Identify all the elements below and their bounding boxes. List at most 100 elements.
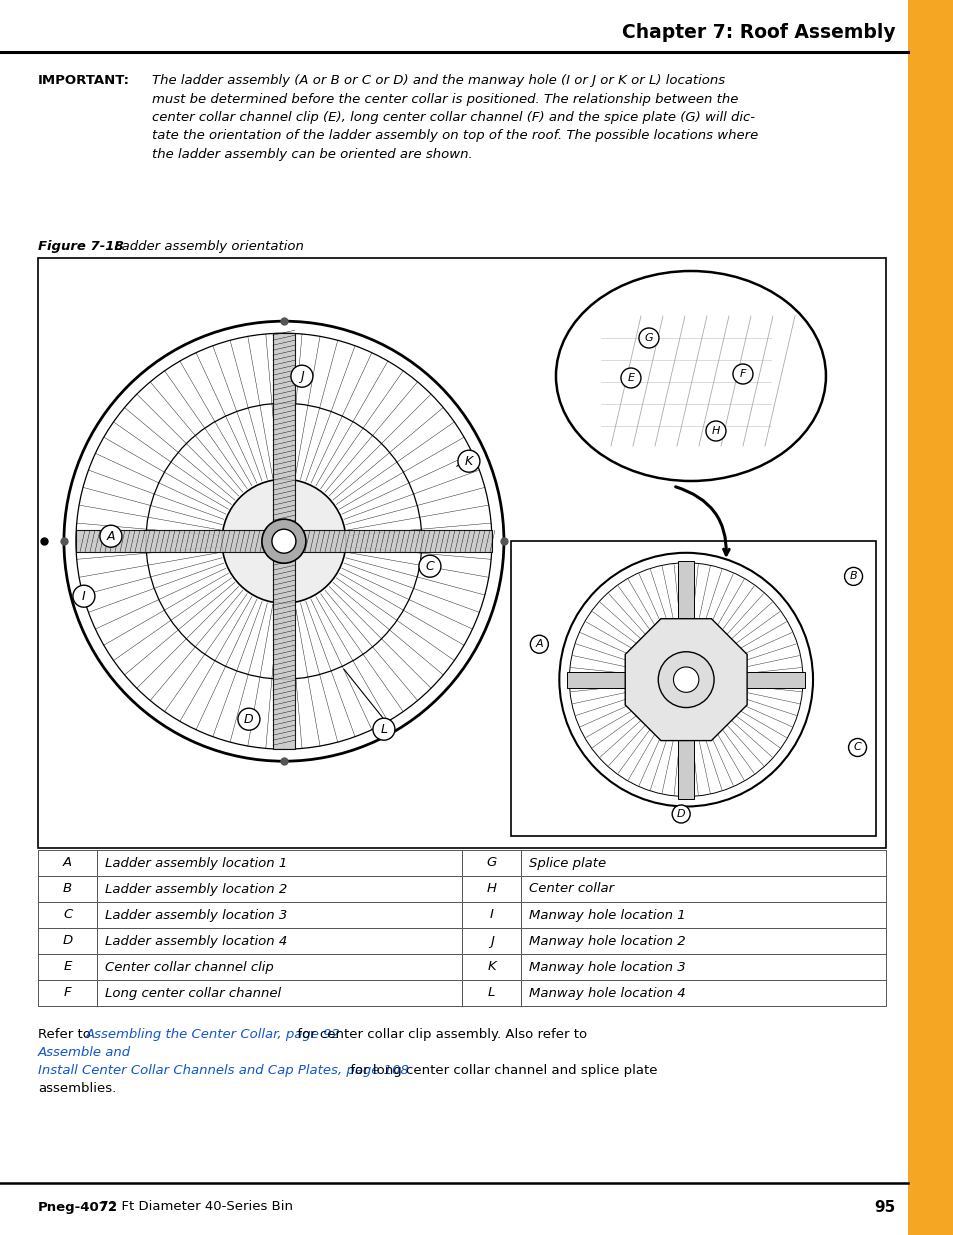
Text: IMPORTANT:: IMPORTANT: <box>38 74 130 86</box>
Text: Manway hole location 2: Manway hole location 2 <box>529 935 685 947</box>
Text: assemblies.: assemblies. <box>38 1082 116 1095</box>
Bar <box>461 850 520 876</box>
Circle shape <box>530 635 548 653</box>
Text: Refer to: Refer to <box>38 1028 95 1041</box>
Text: Ladder assembly location 1: Ladder assembly location 1 <box>105 857 287 869</box>
Circle shape <box>673 667 699 693</box>
Circle shape <box>291 366 313 388</box>
Text: Assemble and: Assemble and <box>38 1046 131 1058</box>
Text: Manway hole location 4: Manway hole location 4 <box>529 987 685 999</box>
Text: H: H <box>486 883 497 895</box>
Circle shape <box>457 451 479 472</box>
Bar <box>97 850 461 876</box>
Circle shape <box>705 421 725 441</box>
Bar <box>97 953 461 981</box>
Text: center collar channel clip (E), long center collar channel (F) and the spice pla: center collar channel clip (E), long cen… <box>152 111 754 124</box>
Text: J: J <box>489 935 493 947</box>
Text: B: B <box>849 572 857 582</box>
Text: The ladder assembly (A or B or C or D) and the manway hole (I or J or K or L) lo: The ladder assembly (A or B or C or D) a… <box>152 74 724 86</box>
Text: Pneg-4072: Pneg-4072 <box>38 1200 118 1214</box>
Text: Ladder assembly location 2: Ladder assembly location 2 <box>105 883 287 895</box>
Text: G: G <box>644 333 653 343</box>
Circle shape <box>732 364 752 384</box>
Text: for long center collar channel and splice plate: for long center collar channel and splic… <box>346 1065 657 1077</box>
Circle shape <box>222 479 346 603</box>
Circle shape <box>639 329 659 348</box>
Text: K: K <box>487 961 496 973</box>
Bar <box>97 902 461 927</box>
Text: J: J <box>300 369 303 383</box>
Text: I: I <box>82 589 86 603</box>
Text: L: L <box>488 987 495 999</box>
Bar <box>38 258 885 848</box>
Text: E: E <box>627 373 634 383</box>
Text: Manway hole location 3: Manway hole location 3 <box>529 961 685 973</box>
Text: 95: 95 <box>874 1199 895 1214</box>
Bar <box>38 902 97 927</box>
Bar <box>461 953 520 981</box>
Bar <box>520 902 885 927</box>
Text: Manway hole location 1: Manway hole location 1 <box>529 909 685 921</box>
Bar <box>38 981 97 1007</box>
Bar <box>97 876 461 902</box>
Ellipse shape <box>556 270 825 480</box>
Bar <box>461 981 520 1007</box>
Text: Assembling the Center Collar, page 92: Assembling the Center Collar, page 92 <box>86 1028 340 1041</box>
Text: Ladder assembly orientation: Ladder assembly orientation <box>110 240 304 253</box>
Text: D: D <box>677 809 685 819</box>
Bar <box>520 876 885 902</box>
Circle shape <box>373 719 395 740</box>
Circle shape <box>100 525 122 547</box>
Bar <box>520 850 885 876</box>
Bar <box>38 927 97 953</box>
Circle shape <box>843 567 862 585</box>
Bar <box>97 981 461 1007</box>
Text: Long center collar channel: Long center collar channel <box>105 987 281 999</box>
Text: must be determined before the center collar is positioned. The relationship betw: must be determined before the center col… <box>152 93 738 105</box>
Text: C: C <box>63 909 72 921</box>
Text: D: D <box>244 713 253 726</box>
Bar <box>97 927 461 953</box>
Circle shape <box>72 585 94 608</box>
Polygon shape <box>624 619 746 741</box>
Text: A: A <box>63 857 72 869</box>
Text: Figure 7-18: Figure 7-18 <box>38 240 124 253</box>
Text: F: F <box>64 987 71 999</box>
Text: Ladder assembly location 4: Ladder assembly location 4 <box>105 935 287 947</box>
Text: Splice plate: Splice plate <box>529 857 606 869</box>
Bar <box>76 530 492 552</box>
Bar <box>511 541 875 836</box>
Circle shape <box>672 805 689 823</box>
Text: the ladder assembly can be oriented are shown.: the ladder assembly can be oriented are … <box>152 148 473 161</box>
Text: I: I <box>489 909 493 921</box>
Text: tate the orientation of the ladder assembly on top of the roof. The possible loc: tate the orientation of the ladder assem… <box>152 130 758 142</box>
Circle shape <box>418 556 440 577</box>
Circle shape <box>237 708 259 730</box>
Text: A: A <box>107 530 115 542</box>
Circle shape <box>847 739 865 757</box>
Text: A: A <box>535 640 542 650</box>
Bar <box>567 672 804 688</box>
Text: F: F <box>739 369 745 379</box>
Text: G: G <box>486 857 497 869</box>
Text: C: C <box>425 559 434 573</box>
Text: Chapter 7: Roof Assembly: Chapter 7: Roof Assembly <box>621 23 895 42</box>
Text: Install Center Collar Channels and Cap Plates, page 108: Install Center Collar Channels and Cap P… <box>38 1065 408 1077</box>
Text: K: K <box>464 454 473 468</box>
Text: C: C <box>853 742 861 752</box>
Bar <box>461 902 520 927</box>
Bar <box>461 927 520 953</box>
Circle shape <box>272 530 295 553</box>
Bar <box>38 876 97 902</box>
Text: B: B <box>63 883 72 895</box>
Bar <box>461 876 520 902</box>
Bar <box>273 333 294 750</box>
Bar <box>678 561 694 799</box>
Text: Center collar: Center collar <box>529 883 614 895</box>
Text: Ladder assembly location 3: Ladder assembly location 3 <box>105 909 287 921</box>
Bar <box>38 953 97 981</box>
Bar <box>520 981 885 1007</box>
Circle shape <box>620 368 640 388</box>
Circle shape <box>262 519 306 563</box>
Text: 72 Ft Diameter 40-Series Bin: 72 Ft Diameter 40-Series Bin <box>96 1200 293 1214</box>
